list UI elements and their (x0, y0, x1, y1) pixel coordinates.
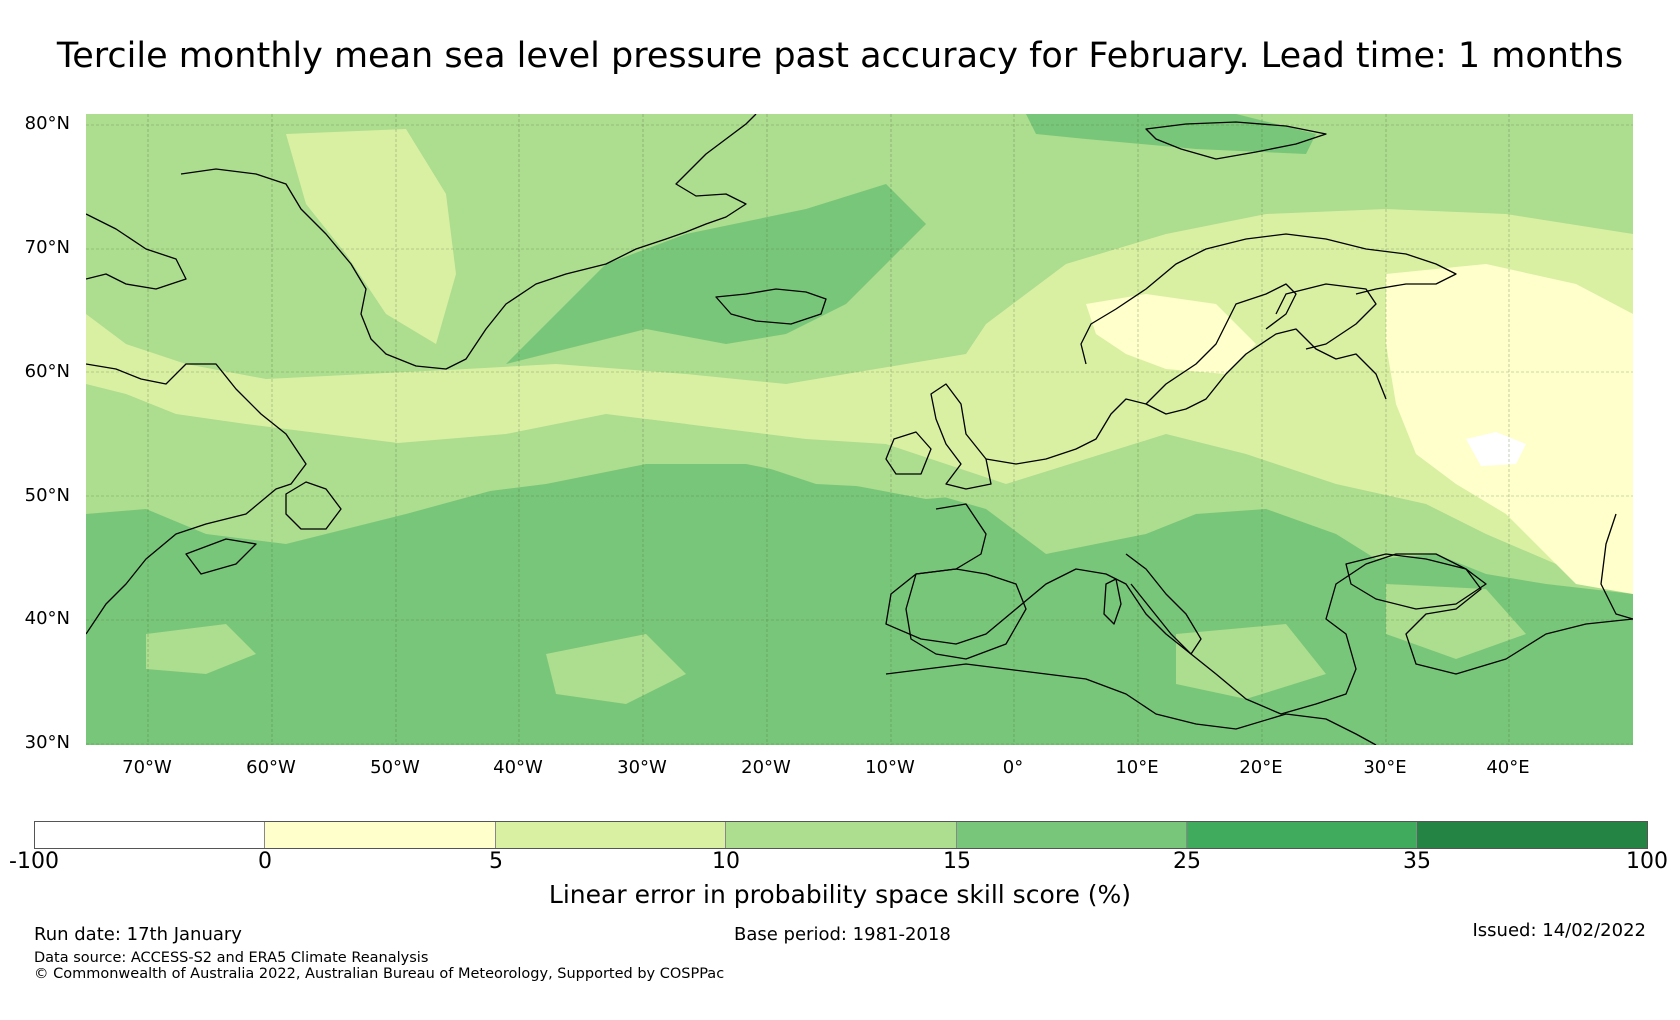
colorbar-tick: 10 (712, 849, 740, 874)
colorbar-tick: -100 (9, 849, 59, 874)
skill-zone-negative (1466, 432, 1526, 466)
skill-zone-barents (1026, 114, 1316, 154)
lat-label-60n: 60°N (24, 361, 70, 382)
skill-zone-central-atlantic (386, 414, 986, 499)
data-source: Data source: ACCESS-S2 and ERA5 Climate … (34, 950, 429, 966)
colorbar-tick: 25 (1173, 849, 1201, 874)
issued-date: Issued: 14/02/2022 (1472, 920, 1646, 941)
great-britain-coastline (930, 383, 992, 490)
skill-zone-patch-2 (546, 634, 686, 704)
lat-label-40n: 40°N (24, 608, 70, 629)
ireland-coastline (885, 431, 932, 475)
lon-label-20w: 20°W (741, 757, 791, 778)
colorbar-seg-15-25 (957, 822, 1187, 848)
lon-label-0: 0° (1002, 757, 1024, 778)
sweden-coastline (1145, 283, 1297, 405)
colorbar-tick: 35 (1403, 849, 1431, 874)
north-africa-coastline (885, 663, 1377, 745)
skill-zone-baffin (286, 129, 456, 344)
run-date: Run date: 17th January (34, 924, 242, 945)
colorbar-tick: 100 (1626, 849, 1668, 874)
italy-coastline (1125, 553, 1202, 655)
lon-label-20e: 20°E (1239, 757, 1283, 778)
newfoundland-coastline (285, 481, 342, 530)
colorbar-tick: 5 (489, 849, 503, 874)
labrador-coastline (86, 213, 187, 290)
lon-label-70w: 70°W (122, 757, 172, 778)
lat-label-70n: 70°N (24, 237, 70, 258)
skill-map (85, 113, 1634, 746)
colorbar-seg-5-10 (496, 822, 726, 848)
lat-label-30n: 30°N (24, 732, 70, 753)
lon-label-30e: 30°E (1363, 757, 1407, 778)
caspian-coastline (1600, 513, 1633, 620)
greenland-coastline (180, 114, 757, 370)
colorbar-seg-0-5 (265, 822, 496, 848)
colorbar-tick: 15 (943, 849, 971, 874)
nova-scotia-coastline (185, 538, 257, 575)
finland-coastline (1275, 283, 1377, 350)
copyright: © Commonwealth of Australia 2022, Austra… (34, 966, 725, 982)
colorbar (34, 821, 1648, 849)
black-sea-coastline (1345, 553, 1487, 610)
skill-zone-patch-4 (1386, 584, 1526, 659)
svalbard-coastline (1145, 121, 1327, 160)
corsica-sardinia-coastline (1103, 578, 1122, 625)
colorbar-seg-35-100 (1417, 822, 1647, 848)
skill-zone-west-russia (1386, 264, 1633, 594)
lon-label-30w: 30°W (617, 757, 667, 778)
canada-east-coastline (86, 363, 307, 635)
scandinavia-coastline (1080, 233, 1457, 365)
skill-zone-scandinavia (1086, 294, 1256, 374)
colorbar-seg-10-15 (726, 822, 957, 848)
skill-zone-patch-1 (146, 624, 256, 674)
colorbar-seg-neg (35, 822, 265, 848)
base-period: Base period: 1981-2018 (734, 924, 951, 945)
iberia-coastline (905, 568, 1027, 660)
europe-coastline (885, 503, 1633, 715)
lon-label-60w: 60°W (246, 757, 296, 778)
lon-label-10e: 10°E (1115, 757, 1159, 778)
lat-label-80n: 80°N (24, 113, 70, 134)
lat-label-50n: 50°N (24, 485, 70, 506)
skill-zone-greenland-sea (506, 184, 926, 364)
coastlines (86, 114, 1633, 745)
colorbar-label: Linear error in probability space skill … (548, 880, 1132, 909)
skill-zone-patch-3 (1176, 624, 1326, 699)
graticule (86, 114, 1633, 745)
lon-label-40w: 40°W (493, 757, 543, 778)
lon-label-40e: 40°E (1486, 757, 1530, 778)
north-europe-coastline (985, 328, 1387, 465)
lon-label-50w: 50°W (370, 757, 420, 778)
colorbar-seg-25-35 (1187, 822, 1417, 848)
colorbar-tick: 0 (258, 849, 272, 874)
iceland-coastline (715, 288, 827, 325)
map-title: Tercile monthly mean sea level pressure … (56, 36, 1624, 76)
lon-label-10w: 10°W (865, 757, 915, 778)
